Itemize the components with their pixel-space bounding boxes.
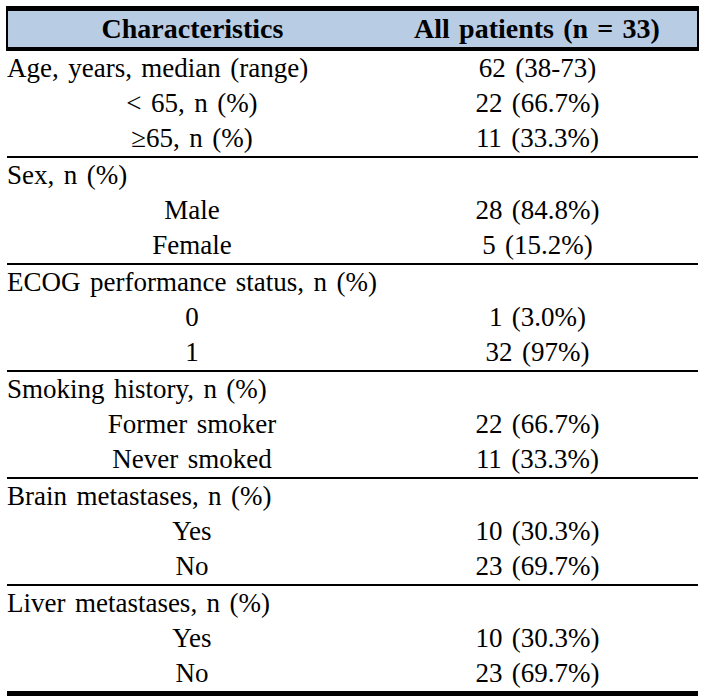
row-value: 32 (97%) [377, 335, 698, 371]
row-label-item: 1 [7, 335, 377, 371]
row-label-item: Male [7, 193, 377, 228]
row-label-section: Smoking history, n (%) [7, 371, 377, 407]
row-value [377, 264, 698, 300]
table-row: Smoking history, n (%) [7, 371, 698, 407]
table-row: 132 (97%) [7, 335, 698, 371]
table-row: Sex, n (%) [7, 157, 698, 193]
table-row: Male28 (84.8%) [7, 193, 698, 228]
table-row: ECOG performance status, n (%) [7, 264, 698, 300]
row-label-item: 0 [7, 300, 377, 335]
table-row: Former smoker22 (66.7%) [7, 407, 698, 442]
patient-characteristics-table: Characteristics All patients (n = 33) Ag… [6, 6, 699, 696]
row-value: 1 (3.0%) [377, 300, 698, 335]
table-row: < 65, n (%)22 (66.7%) [7, 86, 698, 121]
table-row: Yes10 (30.3%) [7, 621, 698, 656]
table-header: Characteristics All patients (n = 33) [7, 9, 698, 50]
row-value: 5 (15.2%) [377, 228, 698, 264]
row-value [377, 478, 698, 514]
row-label-section: Age, years, median (range) [7, 49, 377, 86]
table-row: ≥65, n (%)11 (33.3%) [7, 121, 698, 157]
table-header-row: Characteristics All patients (n = 33) [7, 9, 698, 50]
table-row: Never smoked11 (33.3%) [7, 442, 698, 478]
row-label-item: No [7, 549, 377, 585]
row-value: 23 (69.7%) [377, 656, 698, 694]
row-value [377, 371, 698, 407]
row-value: 11 (33.3%) [377, 442, 698, 478]
row-label-section: Sex, n (%) [7, 157, 377, 193]
column-header-all-patients: All patients (n = 33) [377, 9, 698, 50]
row-label-item: Yes [7, 621, 377, 656]
row-value: 22 (66.7%) [377, 86, 698, 121]
table-row: 01 (3.0%) [7, 300, 698, 335]
row-value: 10 (30.3%) [377, 621, 698, 656]
row-label-item: Female [7, 228, 377, 264]
table-row: No23 (69.7%) [7, 656, 698, 694]
row-value: 11 (33.3%) [377, 121, 698, 157]
row-label-item: Former smoker [7, 407, 377, 442]
table-row: Age, years, median (range)62 (38-73) [7, 49, 698, 86]
table-row: Female5 (15.2%) [7, 228, 698, 264]
row-value: 10 (30.3%) [377, 514, 698, 549]
row-label-item: ≥65, n (%) [7, 121, 377, 157]
row-label-section: Liver metastases, n (%) [7, 585, 377, 621]
row-label-item: Yes [7, 514, 377, 549]
row-value [377, 585, 698, 621]
patient-characteristics-table-container: Characteristics All patients (n = 33) Ag… [6, 6, 699, 696]
row-label-item: < 65, n (%) [7, 86, 377, 121]
table-row: Liver metastases, n (%) [7, 585, 698, 621]
row-value: 62 (38-73) [377, 49, 698, 86]
table-row: Yes10 (30.3%) [7, 514, 698, 549]
table-body: Age, years, median (range)62 (38-73)< 65… [7, 49, 698, 694]
table-row: No23 (69.7%) [7, 549, 698, 585]
row-label-section: Brain metastases, n (%) [7, 478, 377, 514]
row-value: 23 (69.7%) [377, 549, 698, 585]
table-row: Brain metastases, n (%) [7, 478, 698, 514]
row-value [377, 157, 698, 193]
row-value: 22 (66.7%) [377, 407, 698, 442]
row-value: 28 (84.8%) [377, 193, 698, 228]
row-label-item: Never smoked [7, 442, 377, 478]
column-header-characteristics: Characteristics [7, 9, 377, 50]
row-label-section: ECOG performance status, n (%) [7, 264, 377, 300]
row-label-item: No [7, 656, 377, 694]
